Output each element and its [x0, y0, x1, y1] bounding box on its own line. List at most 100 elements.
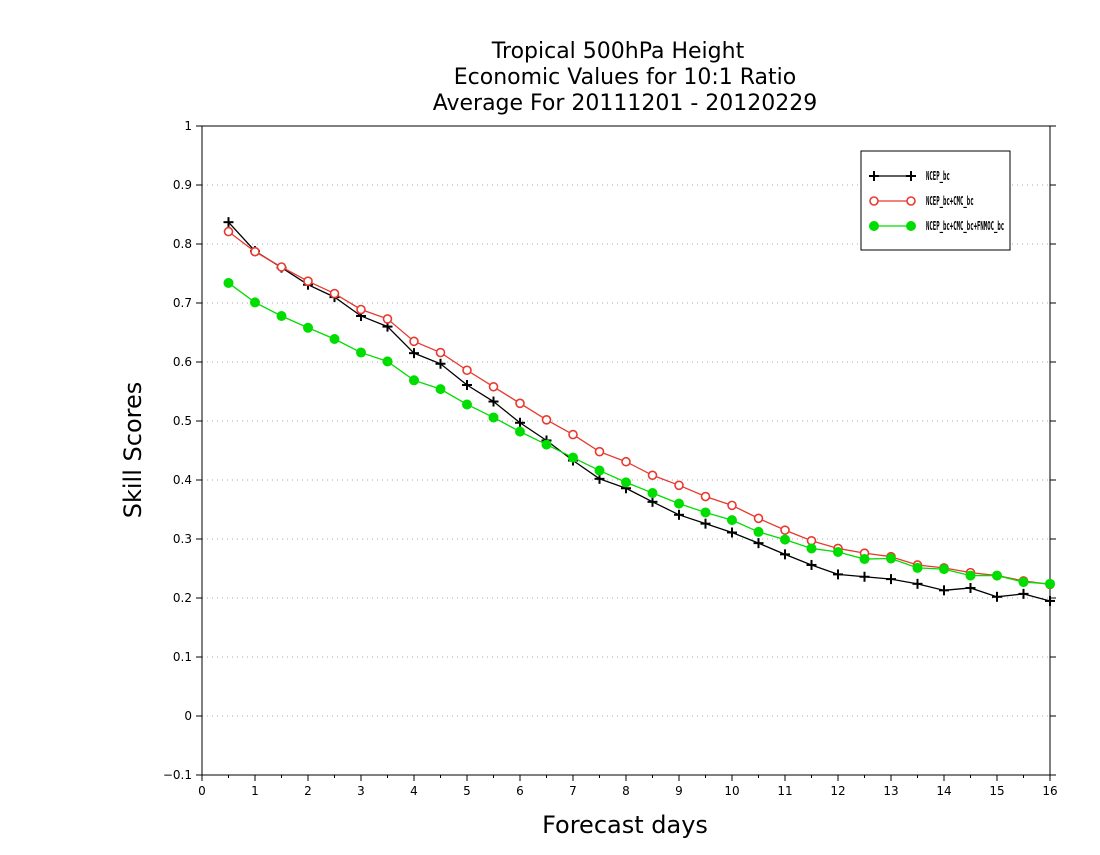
data-point [276, 310, 287, 321]
data-point [806, 559, 817, 570]
data-point [833, 569, 843, 580]
series-line [228, 221, 1051, 602]
x-tick-label: 3 [357, 784, 365, 798]
data-point [859, 571, 870, 582]
data-point [965, 582, 976, 593]
y-tick-label: 0.5 [173, 414, 192, 428]
x-tick-label: 15 [989, 784, 1004, 798]
data-point [329, 288, 340, 299]
x-axis-title: Forecast days [542, 811, 708, 839]
data-point [700, 518, 711, 529]
data-point [1018, 588, 1029, 599]
legend-marker [906, 171, 916, 181]
data-point [462, 380, 472, 391]
x-tick-label: 8 [622, 784, 630, 798]
data-point [382, 314, 393, 324]
data-point [727, 527, 737, 538]
data-point [621, 477, 631, 488]
x-tick-label: 10 [724, 784, 739, 798]
legend-label: NCEP_bc+CMC_bc+FNMOC_bc [926, 219, 1004, 234]
data-point [647, 487, 658, 498]
data-point [409, 336, 419, 347]
data-point [594, 465, 605, 476]
data-point [435, 384, 446, 395]
data-point [753, 538, 764, 549]
data-point [939, 564, 949, 575]
legend-marker [869, 196, 879, 206]
x-tick-label: 12 [830, 784, 845, 798]
data-point [912, 578, 923, 589]
chart-title-line-1: Tropical 500hPa Height [491, 39, 745, 64]
data-point [568, 429, 578, 440]
data-point [356, 347, 366, 358]
data-point [409, 375, 419, 386]
y-axis-title: Skill Scores [119, 382, 147, 519]
y-tick-label: 0.4 [173, 473, 192, 487]
y-tick-label: 0.7 [173, 296, 192, 310]
data-point [409, 348, 419, 359]
data-point [727, 515, 737, 526]
x-tick-label: 2 [304, 784, 312, 798]
x-tick-label: 7 [569, 784, 577, 798]
data-point [223, 217, 234, 228]
data-point [515, 426, 525, 437]
data-point [621, 456, 631, 467]
data-point [992, 591, 1002, 602]
data-point [303, 276, 313, 286]
data-point [727, 500, 737, 511]
data-point [594, 446, 605, 457]
data-point [674, 480, 684, 491]
data-point [488, 381, 499, 392]
data-point [356, 304, 366, 315]
legend-marker [869, 221, 879, 231]
data-point [674, 498, 684, 509]
x-tick-label: 16 [1042, 784, 1057, 798]
data-point [780, 534, 790, 545]
x-tick-label: 13 [883, 784, 898, 798]
data-point [541, 415, 552, 425]
data-point [992, 570, 1002, 581]
data-point [250, 297, 260, 308]
legend-marker [906, 196, 916, 206]
data-point [488, 412, 499, 423]
data-point [515, 417, 525, 428]
x-tick-label: 0 [198, 784, 206, 798]
x-tick-label: 4 [410, 784, 418, 798]
data-point [223, 226, 234, 237]
data-point [753, 526, 764, 537]
data-point [1018, 577, 1029, 588]
data-point [939, 585, 949, 596]
legend: NCEP_bc NCEP_bc+CMC_bc NCEP_bc+CMC_bc+FNMO… [860, 150, 1011, 251]
x-tick-label: 5 [463, 784, 471, 798]
data-point [382, 356, 393, 367]
x-tick-label: 11 [777, 784, 792, 798]
data-point [435, 358, 446, 369]
data-point [780, 549, 790, 560]
data-point [965, 570, 976, 581]
chart-title-line-3: Average For 20111201 - 20120229 [433, 91, 818, 116]
data-point [647, 470, 658, 481]
data-point [276, 262, 287, 272]
data-point [647, 496, 658, 507]
data-point [329, 333, 340, 344]
data-point [462, 365, 472, 376]
y-tick-label: 0.2 [173, 591, 192, 605]
x-tick-label: 9 [675, 784, 683, 798]
series-2 [223, 226, 1055, 590]
data-point [1045, 578, 1055, 589]
y-tick-label: 0.8 [173, 237, 192, 251]
y-tick-label: −0.1 [163, 768, 192, 782]
chart-title: Tropical 500hPa Height Economic Values f… [433, 39, 818, 116]
data-point [912, 562, 923, 573]
series-line [228, 231, 1051, 586]
data-point [780, 525, 790, 535]
legend-marker [906, 221, 916, 231]
y-tick-label: 0.3 [173, 532, 192, 546]
y-tick-label: 0.6 [173, 355, 192, 369]
x-tick-label: 1 [251, 784, 259, 798]
data-point [700, 507, 711, 518]
y-tick-label: 0 [184, 709, 192, 723]
data-point [435, 347, 446, 358]
